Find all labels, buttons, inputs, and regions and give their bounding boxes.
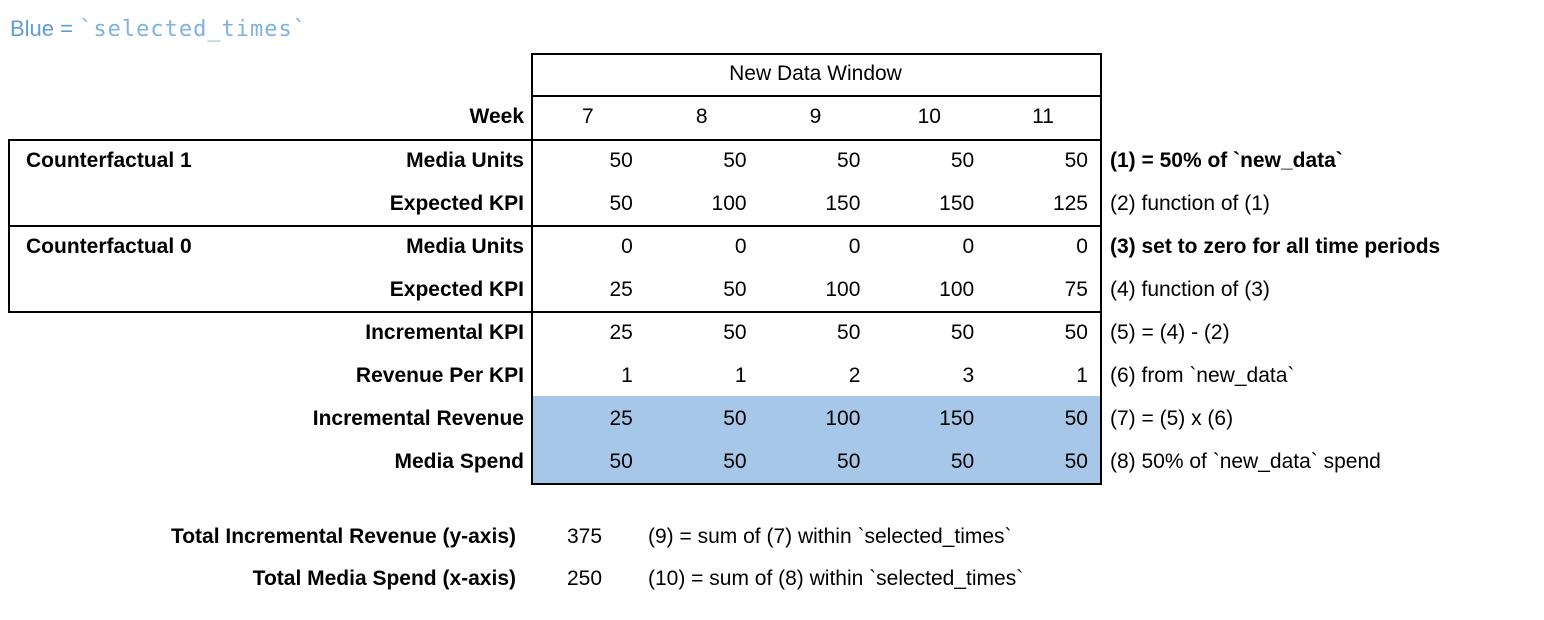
- week-value: 11: [1032, 105, 1054, 128]
- new-data-window-header: New Data Window: [729, 62, 902, 85]
- table-cell: 1: [734, 363, 747, 387]
- table-cell-highlighted: 50: [723, 406, 747, 430]
- row-note: (8) 50% of `new_data` spend: [1109, 449, 1381, 473]
- row-note: (3) set to zero for all time periods: [1109, 234, 1441, 258]
- table-cell: 50: [837, 320, 861, 344]
- row-note: (4) function of (3): [1109, 277, 1270, 301]
- table-cell: 0: [1076, 234, 1088, 258]
- table-cell: 50: [723, 148, 747, 172]
- table-cell: 75: [1064, 277, 1088, 301]
- table-cell-highlighted: 50: [723, 449, 747, 473]
- border-data-left: [531, 53, 533, 485]
- row-label: Media Spend: [394, 449, 524, 473]
- table-cell: 3: [962, 363, 975, 387]
- table-cell: 2: [848, 363, 861, 387]
- table-row-incremental-revenue: Incremental Revenue 25 50 100 150 50 (7)…: [0, 397, 1544, 440]
- table-row-media-units-cf0: Media Units 0 0 0 0 0 (3) set to zero fo…: [0, 225, 1544, 268]
- total-note: (9) = sum of (7) within `selected_times`: [648, 525, 1012, 548]
- table-row-incremental-kpi: Incremental KPI 25 50 50 50 50 (5) = (4)…: [0, 311, 1544, 354]
- total-label: Total Incremental Revenue (y-axis): [170, 525, 516, 548]
- row-note: (2) function of (1): [1109, 191, 1270, 215]
- table-cell-highlighted: 50: [950, 449, 975, 473]
- row-note: (1) = 50% of `new_data`: [1109, 148, 1343, 172]
- row-note: (5) = (4) - (2): [1109, 320, 1230, 344]
- table-row-expected-kpi-cf1: Expected KPI 50 100 150 150 125 (2) func…: [0, 182, 1544, 225]
- week-value: 10: [917, 105, 941, 128]
- table-row-revenue-per-kpi: Revenue Per KPI 1 1 2 3 1 (6) from `new_…: [0, 354, 1544, 397]
- row-label: Incremental KPI: [365, 320, 524, 344]
- table-cell: 50: [723, 277, 747, 301]
- table-row-media-units-cf1: Media Units 50 50 50 50 50 (1) = 50% of …: [0, 139, 1544, 182]
- week-value: 7: [582, 105, 594, 128]
- table-cell: 0: [848, 234, 861, 258]
- total-value: 375: [567, 525, 603, 548]
- row-label: Incremental Revenue: [312, 406, 524, 430]
- border-cf1-top: [8, 139, 1102, 141]
- table-cell: 50: [609, 148, 633, 172]
- table-cell: 100: [825, 277, 861, 301]
- legend-title-prefix: Blue =: [10, 16, 80, 41]
- legend-title-code: `selected_times`: [79, 17, 308, 42]
- table-cell: 50: [609, 191, 633, 215]
- border-header-top: [531, 53, 1102, 55]
- legend-title: Blue = `selected_times`: [10, 16, 307, 42]
- group-label-counterfactual-1: Counterfactual 1: [26, 148, 192, 172]
- table-cell-highlighted: 100: [825, 406, 861, 430]
- table-cell: 25: [609, 320, 633, 344]
- table-cell-highlighted: 25: [609, 406, 633, 430]
- total-note: (10) = sum of (8) within `selected_times…: [648, 567, 1024, 590]
- table-header-row: New Data Window: [0, 53, 1544, 95]
- row-label: Expected KPI: [389, 191, 524, 215]
- row-label: Expected KPI: [389, 277, 524, 301]
- border-table-bottom: [531, 483, 1102, 485]
- table-cell: 1: [1076, 363, 1088, 387]
- border-cf-left: [8, 139, 10, 313]
- total-label: Total Media Spend (x-axis): [252, 567, 516, 590]
- table-cell: 25: [609, 277, 633, 301]
- table-cell: 50: [950, 148, 975, 172]
- table-cell: 100: [711, 191, 747, 215]
- table-cell: 125: [1052, 191, 1088, 215]
- table-cell: 50: [837, 148, 861, 172]
- total-incremental-revenue-row: Total Incremental Revenue (y-axis) 375 (…: [0, 516, 1544, 558]
- table-cell: 50: [1064, 320, 1088, 344]
- row-note: (6) from `new_data`: [1109, 363, 1295, 387]
- week-label: Week: [469, 105, 524, 128]
- row-label: Media Units: [406, 234, 524, 258]
- table-cell: 50: [723, 320, 747, 344]
- table-cell-highlighted: 50: [837, 449, 861, 473]
- table-cell: 0: [734, 234, 747, 258]
- border-data-right: [1100, 53, 1102, 485]
- table-cell-highlighted: 150: [939, 406, 975, 430]
- group-label-counterfactual-0: Counterfactual 0: [26, 234, 192, 258]
- border-cf0-bottom: [8, 311, 1102, 313]
- row-label: Revenue Per KPI: [355, 363, 524, 387]
- border-header-bottom: [531, 95, 1102, 97]
- table-cell: 1: [621, 363, 633, 387]
- table-cell-highlighted: 50: [1064, 406, 1088, 430]
- table-cell: 50: [1064, 148, 1088, 172]
- selected-times-highlight: [533, 396, 1100, 483]
- table-cell: 150: [939, 191, 975, 215]
- table-row-expected-kpi-cf0: Expected KPI 25 50 100 100 75 (4) functi…: [0, 268, 1544, 311]
- row-note: (7) = (5) x (6): [1109, 406, 1234, 430]
- table-cell: 150: [825, 191, 861, 215]
- table-cell: 0: [962, 234, 975, 258]
- table-cell-highlighted: 50: [1064, 449, 1088, 473]
- table-cell: 50: [950, 320, 975, 344]
- table-row-media-spend: Media Spend 50 50 50 50 50 (8) 50% of `n…: [0, 440, 1544, 483]
- week-value: 9: [809, 105, 822, 128]
- total-value: 250: [567, 567, 603, 590]
- row-label: Media Units: [406, 148, 524, 172]
- week-row: Week 7 8 9 10 11: [0, 95, 1544, 139]
- table-cell: 100: [939, 277, 975, 301]
- week-value: 8: [695, 105, 708, 128]
- table-cell-highlighted: 50: [609, 449, 633, 473]
- table-cell: 0: [621, 234, 633, 258]
- border-cf1-bottom: [8, 225, 1102, 227]
- total-media-spend-row: Total Media Spend (x-axis) 250 (10) = su…: [0, 558, 1544, 600]
